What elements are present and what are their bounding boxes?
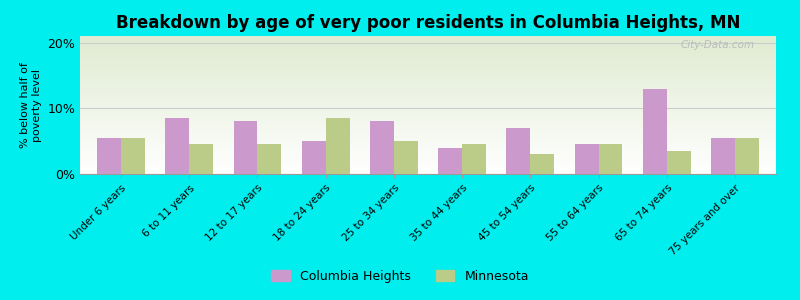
Bar [370,122,394,174]
Bar [166,118,189,174]
Bar [574,144,598,174]
Bar [394,141,418,174]
Bar [234,122,258,174]
Bar [258,144,282,174]
Bar [711,138,735,174]
Bar [438,148,462,174]
Y-axis label: % below half of
poverty level: % below half of poverty level [20,62,42,148]
Bar [530,154,554,174]
Bar [598,144,622,174]
Bar [735,138,759,174]
Bar [462,144,486,174]
Legend: Columbia Heights, Minnesota: Columbia Heights, Minnesota [266,265,534,288]
Title: Breakdown by age of very poor residents in Columbia Heights, MN: Breakdown by age of very poor residents … [116,14,740,32]
Bar [189,144,213,174]
Text: City-Data.com: City-Data.com [681,40,755,50]
Bar [506,128,530,174]
Bar [302,141,326,174]
Bar [121,138,145,174]
Bar [326,118,350,174]
Bar [97,138,121,174]
Bar [667,151,690,174]
Bar [643,88,667,174]
